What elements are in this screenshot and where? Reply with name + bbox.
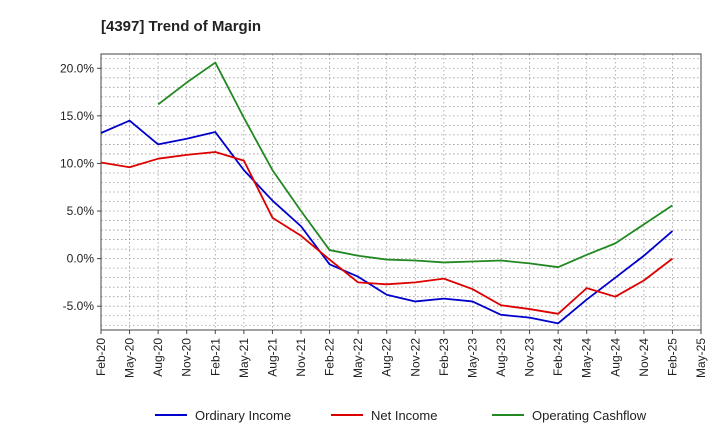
x-tick-label: May-23 xyxy=(465,338,479,378)
series-net-income xyxy=(100,151,673,315)
x-tick-label: May-21 xyxy=(237,338,251,378)
x-tick-label: Feb-21 xyxy=(208,338,222,376)
y-tick-label: 10.0% xyxy=(60,156,94,170)
legend-label: Ordinary Income xyxy=(195,408,291,423)
legend-item: Operating Cashflow xyxy=(492,408,647,423)
x-tick-label: Feb-24 xyxy=(551,338,565,376)
legend-label: Operating Cashflow xyxy=(532,408,647,423)
x-tick-label: Aug-24 xyxy=(608,338,622,377)
x-tick-label: May-24 xyxy=(580,338,594,378)
x-tick-label: Aug-23 xyxy=(494,338,508,377)
x-tick-label: Nov-20 xyxy=(180,338,194,377)
series-lines xyxy=(100,61,674,325)
chart-title: [4397] Trend of Margin xyxy=(101,18,261,35)
legend-item: Ordinary Income xyxy=(155,408,291,423)
series-ordinary-income xyxy=(100,119,674,325)
y-tick-label: 15.0% xyxy=(60,109,94,123)
x-tick-label: Nov-24 xyxy=(637,338,651,377)
y-tick-label: 5.0% xyxy=(67,204,95,218)
x-tick-label: May-25 xyxy=(694,338,708,378)
x-axis: Feb-20 May-20 Aug-20 Nov-20 Feb-21 May-21 Aug-… xyxy=(94,330,708,378)
x-tick-label: May-20 xyxy=(123,338,137,378)
plot-area xyxy=(100,53,702,331)
x-tick-label: Nov-23 xyxy=(523,338,537,377)
legend: Ordinary Income Net Income Operating Cashf… xyxy=(155,408,647,423)
series-line xyxy=(157,61,673,269)
series-line xyxy=(100,151,673,315)
y-tick-label: 20.0% xyxy=(60,61,94,75)
y-axis: -5.0% 0.0% 5.0% 10.0% 15.0% 20.0% xyxy=(60,61,101,313)
x-tick-label: Feb-22 xyxy=(323,338,337,376)
series-line xyxy=(100,119,674,325)
x-tick-label: Nov-21 xyxy=(294,338,308,377)
x-tick-label: Aug-22 xyxy=(380,338,394,377)
x-tick-label: Aug-20 xyxy=(151,338,165,377)
y-tick-label: -5.0% xyxy=(63,299,95,313)
legend-label: Net Income xyxy=(371,408,437,423)
y-tick-label: 0.0% xyxy=(67,252,95,266)
x-tick-label: Nov-22 xyxy=(408,338,422,377)
gridlines xyxy=(100,54,702,330)
x-tick-label: Feb-23 xyxy=(437,338,451,376)
x-tick-label: Feb-25 xyxy=(665,338,679,376)
x-tick-label: Feb-20 xyxy=(94,338,108,376)
x-tick-label: May-22 xyxy=(351,338,365,378)
series-operating-cashflow xyxy=(157,61,673,269)
x-tick-label: Aug-21 xyxy=(265,338,279,377)
legend-item: Net Income xyxy=(331,408,437,423)
